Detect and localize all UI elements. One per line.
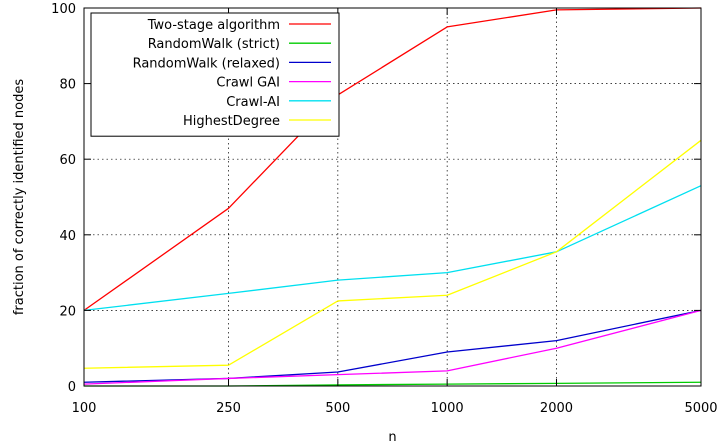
y-tick-label: 40 — [59, 229, 76, 244]
plot-frame — [83, 7, 702, 387]
legend-label: Crawl GAI — [216, 76, 280, 91]
x-axis-title: n — [388, 430, 396, 445]
y-tick-label: 20 — [59, 304, 76, 319]
y-tick-label: 60 — [59, 153, 76, 168]
legend-label: RandomWalk (relaxed) — [133, 56, 280, 71]
series-line — [83, 309, 702, 383]
series-line — [83, 139, 702, 369]
series-line — [83, 185, 702, 312]
y-tick-label: 0 — [68, 380, 76, 395]
x-tick-label: 1000 — [431, 401, 464, 416]
legend-label: HighestDegree — [183, 114, 280, 129]
x-tick-label: 2000 — [540, 401, 573, 416]
series-line — [83, 309, 702, 385]
legend-label: Crawl-AI — [226, 95, 280, 110]
x-tick-label: 5000 — [684, 401, 717, 416]
series-line — [83, 7, 702, 311]
legend-box — [90, 12, 340, 137]
series-line — [84, 381, 702, 387]
x-tick-label: 500 — [325, 401, 350, 416]
x-tick-label: 250 — [216, 401, 241, 416]
axis-ticks: 0 20 40 60 80 100 100 250 500 1000 2000 5000 — [51, 2, 717, 416]
legend-label: Two-stage algorithm — [147, 18, 280, 33]
x-tick-label: 100 — [72, 401, 97, 416]
grid — [84, 8, 701, 386]
y-tick-label: 80 — [59, 78, 76, 93]
y-axis-title: fraction of correctly identified nodes — [12, 79, 27, 316]
y-tick-label: 100 — [51, 2, 76, 17]
legend-label: RandomWalk (strict) — [148, 37, 280, 52]
legend: Two-stage algorithm RandomWalk (strict) Ra… — [90, 12, 340, 137]
